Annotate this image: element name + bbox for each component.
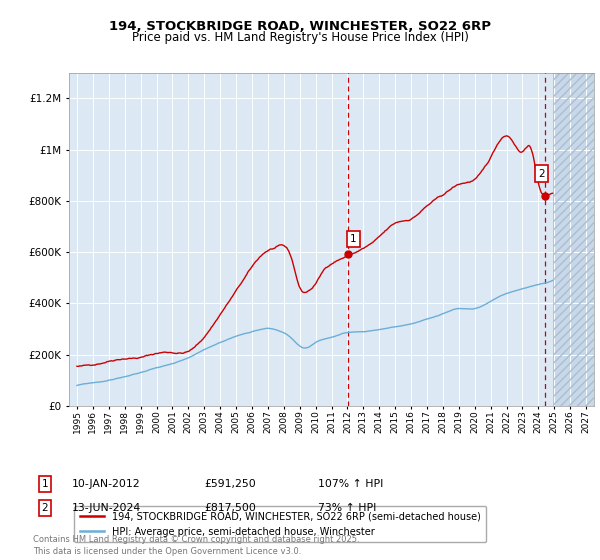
Text: 1: 1 <box>350 234 357 244</box>
Text: 107% ↑ HPI: 107% ↑ HPI <box>318 479 383 489</box>
Text: 1: 1 <box>41 479 49 489</box>
Text: Price paid vs. HM Land Registry's House Price Index (HPI): Price paid vs. HM Land Registry's House … <box>131 31 469 44</box>
Bar <box>553 73 594 406</box>
Text: £591,250: £591,250 <box>204 479 256 489</box>
Legend: 194, STOCKBRIDGE ROAD, WINCHESTER, SO22 6RP (semi-detached house), HPI: Average : 194, STOCKBRIDGE ROAD, WINCHESTER, SO22 … <box>74 506 487 542</box>
Text: 13-JUN-2024: 13-JUN-2024 <box>72 503 141 513</box>
Text: 194, STOCKBRIDGE ROAD, WINCHESTER, SO22 6RP: 194, STOCKBRIDGE ROAD, WINCHESTER, SO22 … <box>109 20 491 32</box>
Text: £817,500: £817,500 <box>204 503 256 513</box>
Text: 73% ↑ HPI: 73% ↑ HPI <box>318 503 376 513</box>
Text: 2: 2 <box>41 503 49 513</box>
Text: 10-JAN-2012: 10-JAN-2012 <box>72 479 140 489</box>
Text: 2: 2 <box>538 169 545 179</box>
Bar <box>553 73 594 406</box>
Text: Contains HM Land Registry data © Crown copyright and database right 2025.
This d: Contains HM Land Registry data © Crown c… <box>33 535 359 556</box>
